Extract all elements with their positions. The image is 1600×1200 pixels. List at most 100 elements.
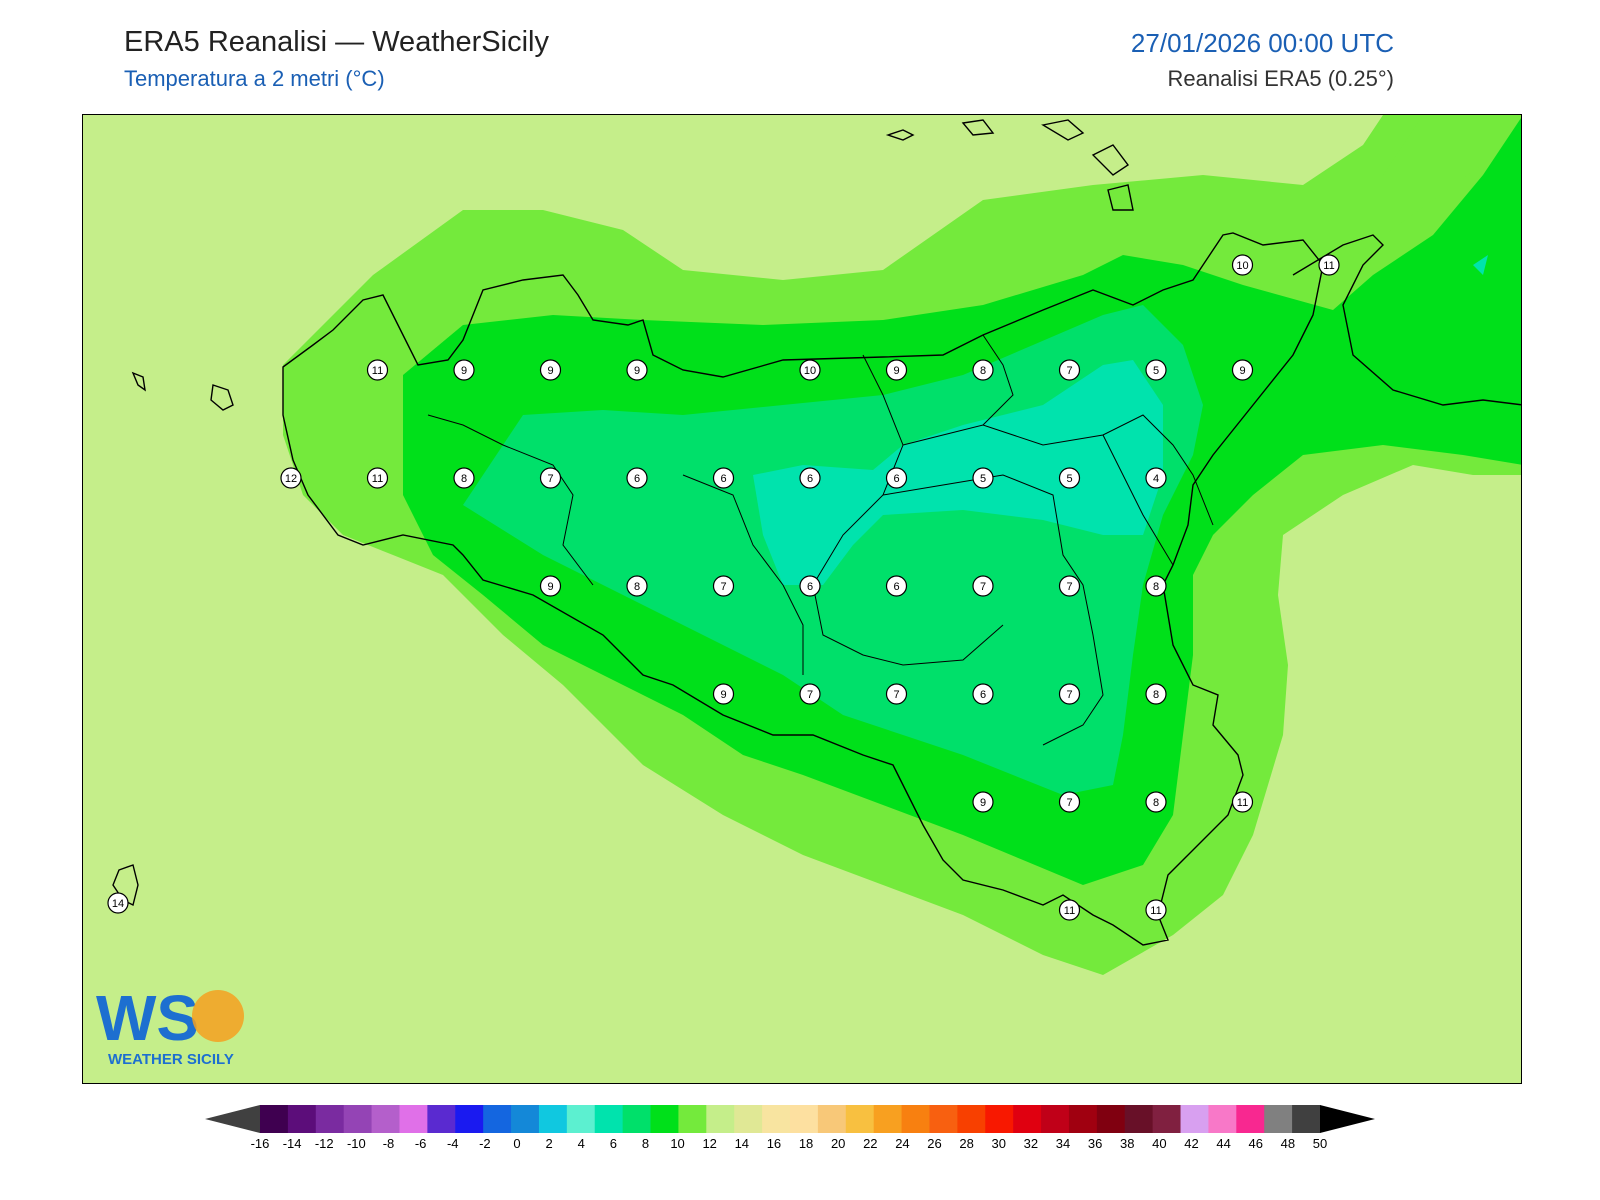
colorbar-over-arrow	[1320, 1105, 1375, 1133]
temperature-colorbar: -16 -14 -12 -10 -8 -6 -4 -2 0 2 4 6 8 10 12 14 16 18 20 22 2…	[205, 1105, 1375, 1151]
colorbar-segment	[929, 1105, 958, 1133]
colorbar-segment	[1068, 1105, 1098, 1133]
station-value: 10	[804, 365, 816, 377]
colorbar-segment	[455, 1105, 484, 1133]
station-value: 7	[980, 581, 986, 593]
station-value: 11	[1323, 260, 1334, 272]
colorbar-tick-label: -10	[347, 1136, 366, 1151]
colorbar-tick-label: 22	[863, 1136, 877, 1151]
station-value: 8	[461, 473, 467, 485]
colorbar-tick-label: 18	[799, 1136, 813, 1151]
station-value: 7	[1066, 689, 1072, 701]
station-value: 9	[893, 365, 899, 377]
colorbar-segment	[845, 1105, 875, 1133]
colorbar-tick-label: 10	[670, 1136, 684, 1151]
station-value: 7	[893, 689, 899, 701]
station-marker: 6	[799, 467, 821, 489]
map-title: ERA5 Reanalisi — WeatherSicily	[124, 26, 549, 58]
station-marker: 11	[1231, 791, 1254, 813]
station-marker: 12	[280, 467, 302, 489]
colorbar-tick-label: 38	[1120, 1136, 1134, 1151]
valid-datetime: 27/01/2026 00:00 UTC	[1130, 28, 1394, 58]
station-value: 9	[1239, 365, 1245, 377]
colorbar-segment	[1013, 1105, 1042, 1133]
colorbar-segment	[1264, 1105, 1293, 1133]
colorbar-tick-label: -16	[251, 1136, 270, 1151]
colorbar-tick-label: 16	[767, 1136, 781, 1151]
colorbar-segment	[371, 1105, 400, 1133]
colorbar-tick-label: 36	[1088, 1136, 1102, 1151]
station-marker: 9	[539, 575, 562, 597]
colorbar-segment	[790, 1105, 819, 1133]
colorbar-tick-label: 32	[1024, 1136, 1038, 1151]
colorbar-segment	[343, 1105, 373, 1133]
colorbar-tick-label: 50	[1313, 1136, 1327, 1151]
colorbar-tick-label: -12	[315, 1136, 334, 1151]
colorbar-segment	[1208, 1105, 1237, 1133]
station-marker: 9	[885, 359, 908, 381]
colorbar-tick-label: -4	[447, 1136, 459, 1151]
colorbar-segment	[315, 1105, 345, 1133]
station-marker: 6	[712, 467, 735, 489]
colorbar-segment	[566, 1105, 596, 1133]
colorbar-segment	[650, 1105, 679, 1133]
colorbar-tick-label: 20	[831, 1136, 845, 1151]
station-marker: 6	[626, 467, 648, 489]
weather-sicily-logo: WS WEATHER SICILY	[96, 982, 244, 1068]
station-value: 6	[720, 473, 726, 485]
station-marker: 6	[799, 575, 821, 597]
temperature-band-6	[753, 360, 1163, 585]
colorbar-tick-label: 24	[895, 1136, 909, 1151]
data-source: Reanalisi ERA5 (0.25°)	[1167, 66, 1394, 91]
logo-initials: WS	[96, 982, 199, 1054]
colorbar-tick-label: -2	[479, 1136, 491, 1151]
station-marker: 9	[453, 359, 475, 381]
colorbar-tick-label: -14	[283, 1136, 302, 1151]
station-value: 12	[285, 473, 297, 485]
colorbar-tick-label: 8	[642, 1136, 649, 1151]
colorbar-segment	[483, 1105, 512, 1133]
station-value: 7	[1066, 797, 1072, 809]
station-marker: 7	[712, 575, 735, 597]
station-marker: 10	[799, 359, 821, 381]
colorbar-segment	[287, 1105, 317, 1133]
colorbar-segment	[734, 1105, 763, 1133]
station-value: 11	[1064, 905, 1075, 917]
station-marker: 11	[366, 359, 389, 381]
temperature-band-6-east	[1473, 255, 1488, 275]
colorbar-segment	[985, 1105, 1014, 1133]
station-value: 10	[1236, 260, 1248, 272]
colorbar-segment	[1180, 1105, 1209, 1133]
station-value: 6	[893, 473, 899, 485]
station-marker: 9	[712, 683, 735, 705]
station-marker: 7	[1058, 575, 1081, 597]
colorbar-tick-label: 28	[959, 1136, 973, 1151]
colorbar-segment	[511, 1105, 540, 1133]
station-marker: 8	[1145, 575, 1167, 597]
colorbar-tick-label: 46	[1249, 1136, 1263, 1151]
colorbar-tick-label: 26	[927, 1136, 941, 1151]
colorbar-under-arrow	[205, 1105, 260, 1133]
colorbar-tick-label: 6	[610, 1136, 617, 1151]
colorbar-tick-label: 34	[1056, 1136, 1070, 1151]
station-marker: 6	[885, 467, 908, 489]
colorbar-segment	[1292, 1105, 1321, 1133]
station-value: 7	[1066, 581, 1072, 593]
temperature-band-12-east	[1343, 115, 1521, 265]
station-marker: 14	[107, 892, 129, 914]
station-value: 6	[807, 581, 813, 593]
station-marker: 7	[1058, 791, 1081, 813]
colorbar-tick-label: 42	[1184, 1136, 1198, 1151]
colorbar-segment	[594, 1105, 624, 1133]
station-value: 8	[1153, 797, 1159, 809]
station-value: 8	[980, 365, 986, 377]
station-value: 6	[980, 689, 986, 701]
colorbar-segment	[260, 1105, 289, 1133]
station-value: 5	[1066, 473, 1072, 485]
colorbar-segment	[817, 1105, 847, 1133]
station-marker: 8	[626, 575, 648, 597]
colorbar-segment	[399, 1105, 428, 1133]
colorbar-tick-label: 44	[1216, 1136, 1230, 1151]
colorbar-segment	[762, 1105, 791, 1133]
station-marker: 8	[1145, 683, 1167, 705]
